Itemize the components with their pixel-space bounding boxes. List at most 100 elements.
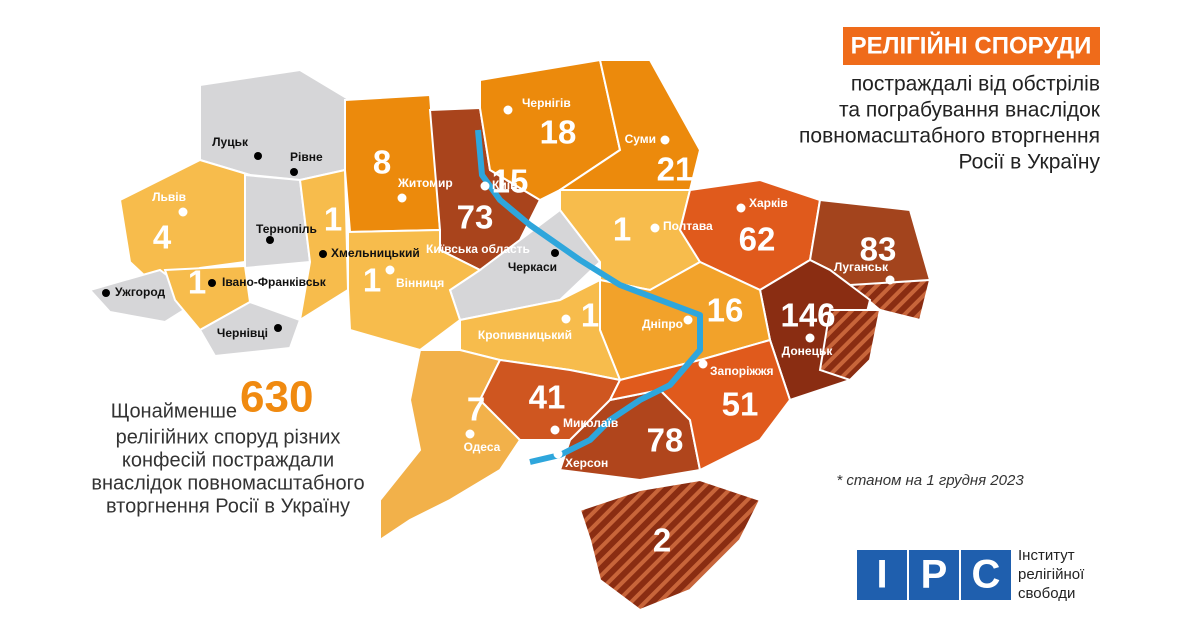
region-count: 1 xyxy=(324,201,342,238)
subtitle-line: повномасштабного вторгнення xyxy=(799,125,1100,148)
title-box xyxy=(843,27,1100,65)
region-shape xyxy=(199,68,352,182)
summary-line: релігійних споруд різних xyxy=(116,426,341,448)
region-shape xyxy=(118,158,252,292)
region-count: 16 xyxy=(707,292,744,329)
region-count: 146 xyxy=(780,297,835,334)
logo-letter: І xyxy=(876,553,887,597)
city-dot xyxy=(698,359,708,369)
city-label: Ужгород xyxy=(115,285,165,299)
city-dot xyxy=(178,207,188,217)
city-dot xyxy=(650,223,660,233)
summary-line: вторгнення Росії в Україну xyxy=(106,495,350,517)
city-label: Запоріжжя xyxy=(710,364,773,378)
city-label: Київська область xyxy=(426,242,530,256)
region-shape xyxy=(298,168,350,323)
city-dot xyxy=(208,279,216,287)
region-count: 73 xyxy=(457,199,494,236)
region-shape xyxy=(818,309,882,382)
city-label: Луганськ xyxy=(834,260,889,274)
city-label: Чернівці xyxy=(217,326,268,340)
city-dot xyxy=(397,193,407,203)
city-dot xyxy=(885,275,895,285)
summary-line: конфесій постраждали xyxy=(122,449,334,471)
subtitle-line: та пограбування внаслідок xyxy=(839,99,1101,122)
logo-box xyxy=(909,550,959,600)
city-label: Тернопіль xyxy=(256,222,317,236)
logo-letter: Р xyxy=(921,553,948,597)
logo-text: релігійної xyxy=(1018,566,1085,583)
city-label: Дніпро xyxy=(642,317,683,331)
city-dot xyxy=(561,314,571,324)
summary-line: внаслідок повномасштабного xyxy=(91,472,364,494)
city-label: Івано-Франківськ xyxy=(222,275,327,289)
city-dot xyxy=(274,324,282,332)
region-count: 2 xyxy=(653,522,671,559)
region-count: 83 xyxy=(860,231,897,268)
city-label: Суми xyxy=(625,132,656,146)
city-dot xyxy=(805,333,815,343)
map xyxy=(88,58,932,612)
city-label: Херсон xyxy=(565,456,608,470)
subtitle: постраждалі від обстрілів та пограбування… xyxy=(799,73,1101,174)
city-label: Київ xyxy=(492,178,517,192)
city-dot xyxy=(319,250,327,258)
footnote: * станом на 1 грудня 2023 xyxy=(836,472,1024,489)
region-labels: Луцьк Рівне Ужгород Тернопіль Хмельницький Че… xyxy=(102,96,896,559)
logo-box xyxy=(961,550,1011,600)
region-count: 1 xyxy=(188,264,206,301)
region-shape xyxy=(608,338,792,472)
region-count: 1 xyxy=(613,211,631,248)
city-label: Черкаси xyxy=(508,260,557,274)
city-label: Кропивницький xyxy=(478,328,572,342)
city-dot xyxy=(736,203,746,213)
city-dot xyxy=(465,429,475,439)
logo-text: Інститут xyxy=(1018,547,1075,564)
region-count: 62 xyxy=(739,221,776,258)
dnipro-river xyxy=(475,129,703,465)
region-shape xyxy=(347,228,482,352)
city-label: Одеса xyxy=(464,440,501,454)
city-label: Житомир xyxy=(397,176,453,190)
region-count: 41 xyxy=(529,379,566,416)
summary-prefix: Щонайменше xyxy=(111,400,237,422)
city-dot xyxy=(660,135,670,145)
summary-total: 630 xyxy=(240,373,313,422)
region-count: 8 xyxy=(373,144,391,181)
region-count: 18 xyxy=(540,114,577,151)
region-count: 1 xyxy=(581,297,599,334)
city-label: Харків xyxy=(749,196,788,210)
region-shape xyxy=(578,478,762,612)
city-label: Вінниця xyxy=(396,276,444,290)
city-label: Луцьк xyxy=(212,135,249,149)
city-label: Полтава xyxy=(663,219,713,233)
city-dot xyxy=(290,168,298,176)
logo: І Р С Інститут релігійної свободи xyxy=(857,547,1085,602)
region-shape xyxy=(344,93,442,234)
city-dot xyxy=(550,425,560,435)
region-count: 4 xyxy=(153,219,172,256)
city-dot xyxy=(683,315,693,325)
city-dot xyxy=(480,181,490,191)
region-count: 21 xyxy=(657,151,694,188)
logo-text: свободи xyxy=(1018,585,1075,602)
city-dot xyxy=(503,105,513,115)
region-count: 7 xyxy=(467,391,485,428)
subtitle-line: постраждалі від обстрілів xyxy=(851,73,1100,96)
city-label: Львів xyxy=(152,190,186,204)
city-dot xyxy=(266,236,274,244)
city-dot xyxy=(553,449,563,459)
city-label: Чернігів xyxy=(522,96,571,110)
city-dot xyxy=(254,152,262,160)
title: РЕЛІГІЙНІ СПОРУДИ xyxy=(851,31,1092,59)
city-label: Миколаїв xyxy=(563,416,618,430)
city-dot xyxy=(385,265,395,275)
subtitle-line: Росії в Україну xyxy=(959,151,1101,174)
logo-letter: С xyxy=(972,553,1001,597)
logo-box xyxy=(857,550,907,600)
city-dot xyxy=(551,249,559,257)
region-count: 15 xyxy=(492,163,529,200)
city-dot xyxy=(102,289,110,297)
